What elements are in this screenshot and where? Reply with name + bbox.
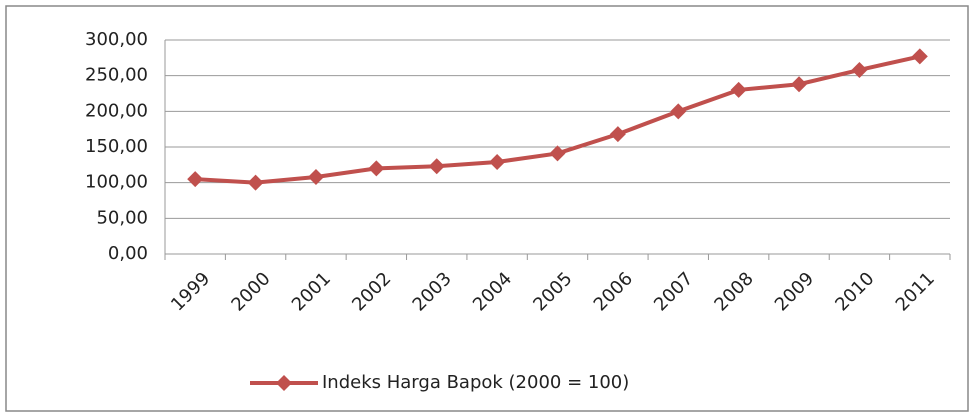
y-tick-label: 100,00 <box>85 172 148 193</box>
data-point <box>187 171 204 188</box>
legend-label: Indeks Harga Bapok (2000 = 100) <box>322 372 629 393</box>
y-tick-label: 50,00 <box>96 207 148 228</box>
data-point <box>851 61 868 78</box>
y-tick-label: 250,00 <box>85 65 148 86</box>
y-tick-label: 200,00 <box>85 100 148 121</box>
data-point <box>730 81 747 98</box>
data-point <box>247 174 264 191</box>
data-point <box>368 160 385 177</box>
chart-frame <box>5 5 969 412</box>
y-tick-label: 0,00 <box>108 243 148 264</box>
data-point <box>489 153 506 170</box>
legend-marker <box>276 375 292 391</box>
data-point <box>428 158 445 175</box>
data-point <box>791 76 808 93</box>
data-point <box>670 103 687 120</box>
y-tick-label: 300,00 <box>85 29 148 50</box>
data-point <box>609 126 626 143</box>
data-point <box>307 168 324 185</box>
data-point <box>549 145 566 162</box>
y-tick-label: 150,00 <box>85 136 148 157</box>
data-point <box>911 48 928 65</box>
